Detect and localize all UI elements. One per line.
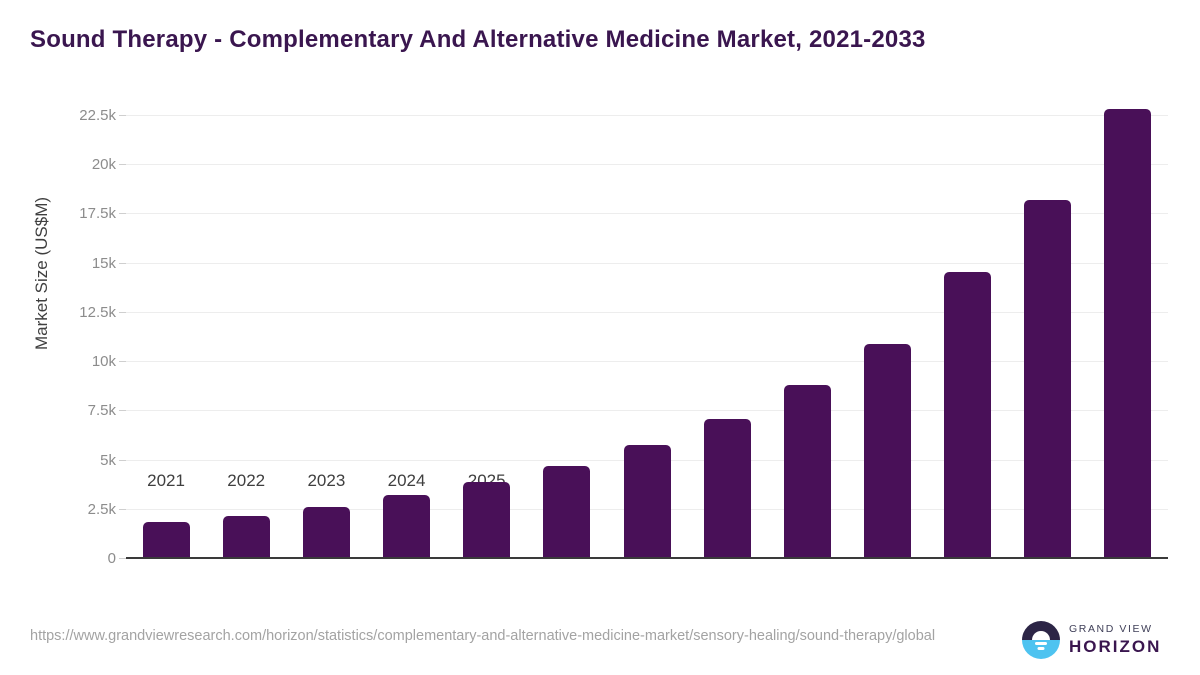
bar-2025[interactable] xyxy=(463,482,511,557)
y-tick-label: 5k xyxy=(100,451,116,469)
y-tick-label: 10k xyxy=(91,353,116,371)
bar-2031[interactable] xyxy=(944,272,992,557)
y-tick-label: 20k xyxy=(91,156,116,174)
gridline xyxy=(126,410,1168,412)
page-title: Sound Therapy - Complementary And Altern… xyxy=(30,26,926,53)
x-tick-label-2024: 2024 xyxy=(387,471,426,490)
bar-2033[interactable] xyxy=(1104,108,1152,557)
x-axis-line xyxy=(126,557,1168,559)
gridline xyxy=(126,213,1168,215)
bar-2030[interactable] xyxy=(863,344,911,557)
bar-2024[interactable] xyxy=(383,494,431,557)
bar-2032[interactable] xyxy=(1024,200,1072,557)
sun-dome-shape xyxy=(1032,631,1050,640)
gridline xyxy=(126,262,1168,264)
y-axis-title: Market Size (US$M) xyxy=(32,196,51,350)
logo-text-grand-view: GRAND VIEW xyxy=(1069,623,1153,635)
source-url: https://www.grandviewresearch.com/horizo… xyxy=(30,628,936,644)
y-tick-label: 7.5k xyxy=(87,402,116,420)
y-tick-mark xyxy=(119,311,126,313)
y-tick-label: 17.5k xyxy=(79,205,116,223)
x-tick-label-2023: 2023 xyxy=(307,471,346,490)
y-tick-label: 22.5k xyxy=(79,106,116,124)
x-tick-label-2021: 2021 xyxy=(147,471,185,490)
bar-2026[interactable] xyxy=(543,466,591,557)
y-tick-mark xyxy=(119,361,126,363)
y-tick-mark xyxy=(119,114,126,116)
y-tick-mark xyxy=(119,262,126,264)
y-tick-mark xyxy=(119,508,126,510)
bar-2028[interactable] xyxy=(703,419,751,557)
gridline xyxy=(126,164,1168,166)
y-tick-mark xyxy=(119,410,126,412)
bar-2029[interactable] xyxy=(783,384,831,557)
y-tick-mark xyxy=(119,558,126,559)
logo-text: GRAND VIEW HORIZON xyxy=(1069,623,1161,657)
y-tick-mark xyxy=(119,213,126,215)
y-tick-label: 15k xyxy=(91,254,116,272)
gridline xyxy=(126,114,1168,116)
bar-2022[interactable] xyxy=(222,515,270,557)
y-tick-label: 12.5k xyxy=(79,303,116,321)
bar-2027[interactable] xyxy=(623,444,671,557)
grand-view-horizon-logo: GRAND VIEW HORIZON xyxy=(1022,621,1161,659)
y-tick-label: 0 xyxy=(107,550,116,567)
y-tick-mark xyxy=(119,459,126,461)
bar-2023[interactable] xyxy=(302,506,350,557)
gridline xyxy=(126,311,1168,313)
y-tick-label: 2.5k xyxy=(87,500,116,518)
sun-reflection-line xyxy=(1035,642,1047,645)
gridline xyxy=(126,361,1168,363)
bar-2021[interactable] xyxy=(142,521,190,557)
y-tick-mark xyxy=(119,164,126,166)
sun-reflection-line xyxy=(1037,647,1045,650)
x-tick-label-2022: 2022 xyxy=(227,471,266,490)
logo-text-horizon: HORIZON xyxy=(1069,637,1162,656)
horizon-sun-icon xyxy=(1022,621,1060,659)
plot-area: 0 2.5k 5k 7.5k 10k 12.5k 15k 17.5k 20k 22.5k xyxy=(79,100,1168,567)
